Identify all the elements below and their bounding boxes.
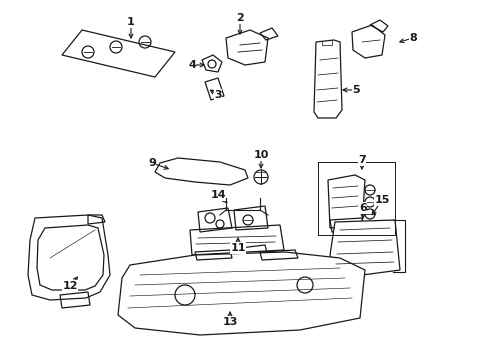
Text: 9: 9 [148,158,156,168]
Text: 7: 7 [357,155,365,165]
Text: 8: 8 [408,33,416,43]
Text: 4: 4 [188,60,196,70]
Text: 3: 3 [214,90,222,100]
Polygon shape [313,40,341,118]
Text: 13: 13 [222,317,237,327]
Text: 6: 6 [358,203,366,213]
Polygon shape [28,215,110,300]
Text: 12: 12 [62,281,78,291]
Polygon shape [329,220,399,278]
Text: 15: 15 [373,195,389,205]
Text: 11: 11 [230,243,245,253]
Text: 1: 1 [127,17,135,27]
Text: 14: 14 [210,190,225,200]
Text: 5: 5 [351,85,359,95]
Text: 10: 10 [253,150,268,160]
Text: 2: 2 [236,13,244,23]
Polygon shape [118,252,364,335]
